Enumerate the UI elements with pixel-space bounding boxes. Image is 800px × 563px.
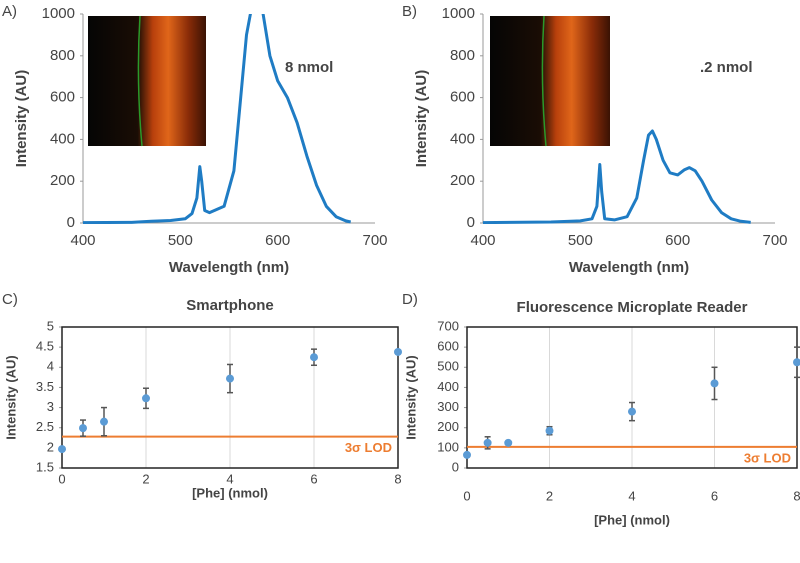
- data-point: [545, 426, 554, 435]
- data-point: [310, 353, 318, 362]
- y-tick-label: 0: [452, 459, 459, 474]
- x-tick-label: 500: [568, 232, 593, 249]
- y-tick-label: 400: [50, 130, 75, 147]
- data-point: [628, 407, 636, 416]
- y-tick-label: 400: [437, 379, 459, 394]
- lod-label: 3σ LOD: [345, 440, 392, 455]
- x-tick-label: 0: [463, 488, 470, 503]
- panel-label: B): [402, 3, 417, 20]
- x-tick-label: 700: [362, 232, 387, 249]
- inset-line: [137, 15, 143, 147]
- data-point: [483, 438, 492, 447]
- data-point: [79, 424, 87, 433]
- y-tick-label: 600: [437, 339, 459, 354]
- y-tick-label: 1000: [442, 5, 475, 22]
- y-tick-label: 800: [450, 47, 475, 64]
- y-tick-label: 500: [437, 359, 459, 374]
- spectrum-line: [83, 14, 352, 224]
- x-tick-label: 700: [762, 232, 787, 249]
- spectrum-line: [483, 129, 751, 224]
- x-tick-label: 2: [546, 488, 553, 503]
- y-tick-label: 200: [437, 419, 459, 434]
- x-axis-label: Wavelength (nm): [169, 259, 289, 276]
- data-point: [142, 394, 150, 403]
- data-point: [58, 445, 66, 454]
- y-axis-label: Intensity (AU): [3, 355, 18, 440]
- y-tick-label: 0: [467, 214, 475, 231]
- data-point: [710, 379, 719, 388]
- x-tick-label: 2: [142, 471, 149, 486]
- y-tick-label: 600: [50, 89, 75, 106]
- data-point: [504, 438, 513, 447]
- data-point: [463, 450, 471, 459]
- x-axis-label: Wavelength (nm): [569, 259, 689, 276]
- y-axis-label: Intensity (AU): [413, 70, 430, 168]
- panel-label: C): [2, 291, 18, 308]
- y-tick-label: 2: [47, 439, 54, 454]
- x-tick-label: 600: [265, 232, 290, 249]
- data-point: [100, 417, 108, 426]
- plot-frame: [61, 326, 399, 469]
- panel-label: A): [2, 3, 17, 20]
- panel-label: D): [402, 291, 418, 308]
- data-point: [793, 358, 800, 367]
- x-tick-label: 600: [665, 232, 690, 249]
- y-tick-label: 100: [437, 439, 459, 454]
- x-tick-label: 400: [70, 232, 95, 249]
- y-tick-label: 0: [67, 214, 75, 231]
- y-tick-label: 2.5: [36, 419, 54, 434]
- y-tick-label: 300: [437, 399, 459, 414]
- y-tick-label: 4: [47, 359, 54, 374]
- x-tick-label: 4: [226, 471, 233, 486]
- x-tick-label: 400: [470, 232, 495, 249]
- y-tick-label: 800: [50, 47, 75, 64]
- x-axis-label: [Phe] (nmol): [192, 485, 268, 500]
- y-tick-label: 200: [450, 172, 475, 189]
- annotation: 8 nmol: [285, 59, 333, 76]
- inset-line: [541, 15, 547, 147]
- y-tick-label: 1.5: [36, 459, 54, 474]
- x-tick-label: 500: [168, 232, 193, 249]
- data-point: [394, 347, 402, 356]
- x-tick-label: 0: [58, 471, 65, 486]
- inset-image: [88, 16, 206, 146]
- y-tick-label: 3.5: [36, 379, 54, 394]
- y-tick-label: 5: [47, 318, 54, 333]
- lod-label: 3σ LOD: [744, 450, 791, 465]
- chart-title: Smartphone: [186, 297, 274, 314]
- annotation: .2 nmol: [700, 59, 753, 76]
- y-tick-label: 700: [437, 318, 459, 333]
- x-tick-label: 8: [394, 471, 401, 486]
- x-tick-label: 4: [628, 488, 635, 503]
- x-tick-label: 6: [310, 471, 317, 486]
- y-tick-label: 4.5: [36, 339, 54, 354]
- x-tick-label: 8: [793, 488, 800, 503]
- y-tick-label: 1000: [42, 5, 75, 22]
- y-tick-label: 3: [47, 399, 54, 414]
- inset-image: [490, 16, 610, 146]
- y-axis-label: Intensity (AU): [403, 355, 418, 440]
- y-tick-label: 600: [450, 89, 475, 106]
- plot-frame: [466, 326, 798, 469]
- x-axis-label: [Phe] (nmol): [594, 512, 670, 527]
- y-tick-label: 400: [450, 130, 475, 147]
- data-point: [226, 374, 234, 383]
- y-axis-label: Intensity (AU): [13, 70, 30, 168]
- chart-title: Fluorescence Microplate Reader: [517, 299, 748, 316]
- y-tick-label: 200: [50, 172, 75, 189]
- x-tick-label: 6: [711, 488, 718, 503]
